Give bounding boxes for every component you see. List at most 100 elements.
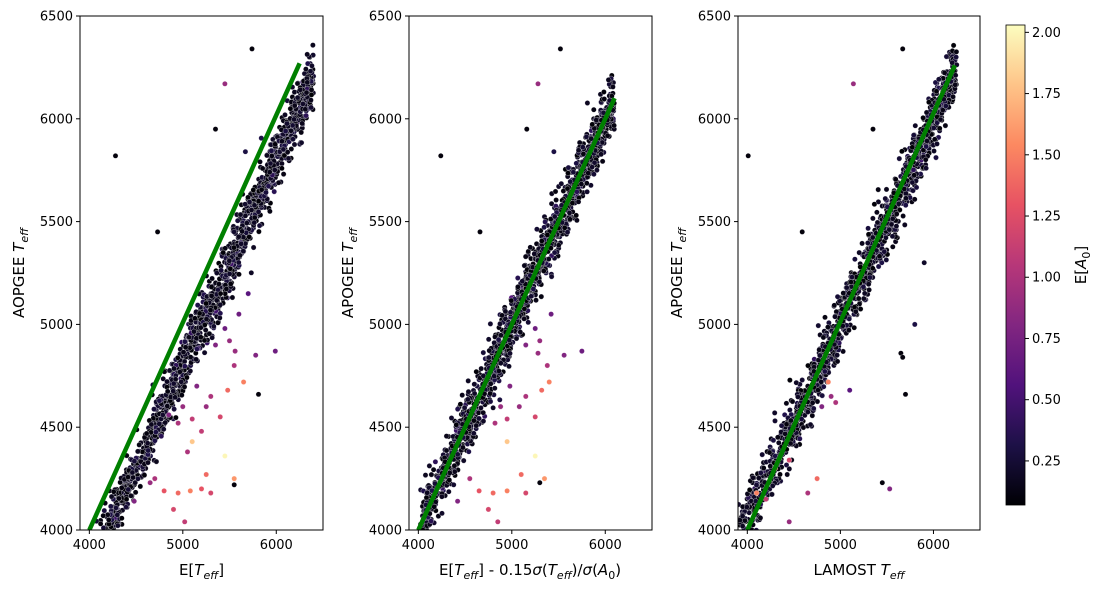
scatter-point xyxy=(750,474,756,481)
scatter-point xyxy=(272,141,278,148)
scatter-point xyxy=(753,482,760,488)
scatter-point xyxy=(831,302,838,309)
scatter-point xyxy=(160,376,166,382)
scatter-point xyxy=(294,94,301,101)
scatter-point xyxy=(598,151,604,158)
scatter-point xyxy=(220,249,226,256)
scatter-point xyxy=(767,463,774,469)
scatter-point xyxy=(610,84,616,90)
scatter-point xyxy=(552,188,559,195)
scatter-point xyxy=(303,112,309,119)
scatter-point xyxy=(895,201,902,207)
scatter-point xyxy=(809,400,816,406)
scatter-point xyxy=(110,488,117,495)
scatter-point xyxy=(125,486,132,493)
colorbar-tick-label: 1.00 xyxy=(1032,271,1061,286)
x-tick-label: 6000 xyxy=(589,538,622,553)
scatter-point-outlier xyxy=(152,475,158,482)
scatter-point xyxy=(217,315,223,321)
colorbar-ticks: 0.250.500.751.001.251.501.752.00 xyxy=(1025,26,1061,469)
scatter-point xyxy=(788,417,794,424)
scatter-point-outlier xyxy=(476,488,482,494)
scatter-point xyxy=(422,532,427,537)
scatter-point xyxy=(498,332,504,339)
scatter-point-outlier xyxy=(535,350,541,356)
scatter-point xyxy=(106,531,111,536)
scatter-point xyxy=(551,213,558,220)
scatter-point xyxy=(506,363,512,370)
scatter-point xyxy=(538,293,545,300)
scatter-point xyxy=(534,226,540,232)
scatter-point xyxy=(428,471,435,478)
scatter-point xyxy=(231,244,237,251)
scatter-point xyxy=(178,379,184,385)
scatter-point xyxy=(882,195,889,202)
scatter-point-outlier xyxy=(231,362,237,369)
scatter-point xyxy=(151,406,157,412)
scatter-point xyxy=(236,271,242,278)
scatter-point xyxy=(875,263,882,270)
scatter-point xyxy=(272,167,278,173)
scatter-point xyxy=(299,120,305,127)
scatter-point-outlier xyxy=(537,338,543,344)
scatter-point xyxy=(570,169,577,175)
scatter-point-outlier xyxy=(912,321,918,328)
scatter-point xyxy=(834,352,840,358)
scatter-point xyxy=(548,200,555,207)
scatter-point xyxy=(139,449,146,455)
y-tick-label: 6500 xyxy=(698,10,731,25)
scatter-point xyxy=(810,405,817,412)
scatter-point xyxy=(943,53,950,60)
scatter-point xyxy=(593,117,600,123)
scatter-point xyxy=(742,517,748,524)
scatter-point xyxy=(265,183,272,189)
scatter-point xyxy=(539,238,545,244)
scatter-point-outlier xyxy=(231,475,237,482)
scatter-point xyxy=(194,346,200,352)
scatter-point xyxy=(910,132,917,138)
scatter-point xyxy=(248,207,255,213)
scatter-point xyxy=(817,352,823,359)
scatter-point xyxy=(869,234,876,241)
scatter-point xyxy=(471,390,478,397)
scatter-point xyxy=(555,242,562,249)
scatter-point xyxy=(446,477,453,483)
scatter-point xyxy=(855,295,862,302)
scatter-point xyxy=(191,328,197,335)
scatter-point xyxy=(861,290,868,297)
scatter-point xyxy=(153,429,159,435)
scatter-point xyxy=(280,146,287,153)
scatter-point xyxy=(282,112,288,118)
scatter-point xyxy=(226,271,233,277)
scatter-point xyxy=(450,482,457,488)
scatter-point xyxy=(580,144,586,150)
scatter-point xyxy=(308,97,314,103)
scatter-point xyxy=(784,471,790,478)
scatter-point xyxy=(227,281,234,287)
scatter-point xyxy=(108,503,114,510)
scatter-point-outlier xyxy=(561,352,567,358)
scatter-point xyxy=(856,249,862,256)
scatter-point xyxy=(871,201,878,207)
scatter-point xyxy=(294,80,301,87)
scatter-point xyxy=(203,300,209,307)
scatter-point xyxy=(585,170,591,176)
scatter-point xyxy=(508,297,515,304)
scatter-point xyxy=(201,349,208,356)
scatter-point xyxy=(589,121,596,128)
reference-line xyxy=(745,64,957,530)
scatter-point-outlier xyxy=(467,475,473,482)
scatter-point xyxy=(256,228,262,235)
scatter-point xyxy=(861,295,867,302)
scatter-point xyxy=(805,362,811,369)
scatter-point-outlier xyxy=(184,449,191,455)
scatter-point xyxy=(853,308,859,315)
scatter-point xyxy=(849,274,855,280)
scatter-point xyxy=(820,383,827,390)
scatter-point xyxy=(192,315,198,322)
scatter-point xyxy=(123,496,130,503)
scatter-point xyxy=(567,178,574,185)
scatter-point xyxy=(912,122,919,129)
scatter-point xyxy=(231,229,237,235)
